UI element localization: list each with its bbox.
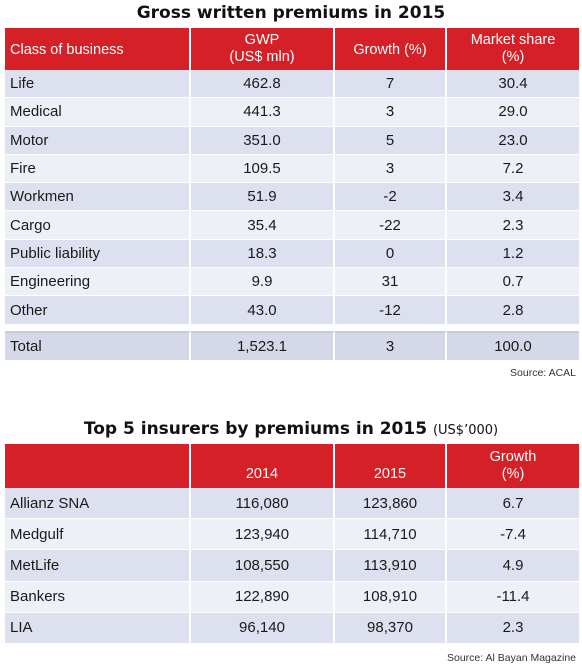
value-2014-cell: 123,940 [191,519,335,551]
header-gwp: GWP (US$ mln) [191,28,335,70]
table1-source: Source: ACAL [510,367,576,379]
insurer-cell: Bankers [5,581,191,613]
total-label: Total [5,330,191,361]
gwp-table: Class of business GWP (US$ mln) Growth (… [5,28,579,361]
growth-cell: 2.3 [447,612,579,644]
table2-source: Source: Al Bayan Magazine [447,652,576,664]
class-cell: Cargo [5,211,191,240]
growth-cell: 7 [335,70,447,99]
growth-cell: 3 [335,98,447,127]
class-cell: Fire [5,154,191,184]
table-row: MetLife 108,550 113,910 4.9 [5,550,579,582]
header-growth: Growth (%) [335,28,447,70]
table-row: Public liability 18.3 0 1.2 [5,239,579,269]
table-row: Allianz SNA 116,080 123,860 6.7 [5,488,579,520]
growth-cell: -11.4 [447,581,579,613]
growth-cell: 5 [335,126,447,155]
table-row: Bankers 122,890 108,910 -11.4 [5,581,579,613]
table-row: Fire 109.5 3 7.2 [5,154,579,184]
gwp-cell: 462.8 [191,70,335,99]
class-cell: Life [5,70,191,99]
gwp-cell: 109.5 [191,154,335,184]
header-share: Market share (%) [447,28,579,70]
value-2015-cell: 98,370 [335,612,447,644]
header-class: Class of business [5,28,191,70]
gwp-table-header: Class of business GWP (US$ mln) Growth (… [5,28,579,70]
growth-cell: -7.4 [447,519,579,551]
value-2015-cell: 114,710 [335,519,447,551]
share-cell: 2.3 [447,211,579,240]
total-gwp: 1,523.1 [191,330,335,361]
growth-cell: 4.9 [447,550,579,582]
share-cell: 2.8 [447,296,579,325]
header-blank [5,444,191,488]
table-row: Motor 351.0 5 23.0 [5,126,579,155]
table2-title: Top 5 insurers by premiums in 2015 (US$’… [83,419,499,439]
growth-cell: 31 [335,268,447,297]
class-cell: Other [5,296,191,325]
value-2014-cell: 116,080 [191,488,335,520]
gwp-cell: 43.0 [191,296,335,325]
share-cell: 1.2 [447,239,579,269]
growth-cell: 6.7 [447,488,579,520]
class-cell: Engineering [5,268,191,297]
table-row: LIA 96,140 98,370 2.3 [5,612,579,644]
class-cell: Medical [5,98,191,127]
table-row: Medical 441.3 3 29.0 [5,98,579,127]
table1-title: Gross written premiums in 2015 [136,3,446,23]
insurers-table: 2014 2015 Growth (%) Allianz SNA 116,080 1… [5,444,579,644]
insurer-cell: Medgulf [5,519,191,551]
class-cell: Motor [5,126,191,155]
table-row: Life 462.8 7 30.4 [5,70,579,99]
value-2015-cell: 123,860 [335,488,447,520]
gwp-cell: 441.3 [191,98,335,127]
table-row: Engineering 9.9 31 0.7 [5,268,579,297]
value-2015-cell: 113,910 [335,550,447,582]
spacer-row [5,324,579,331]
header-2014: 2014 [191,444,335,488]
share-cell: 23.0 [447,126,579,155]
growth-cell: -12 [335,296,447,325]
share-cell: 29.0 [447,98,579,127]
value-2015-cell: 108,910 [335,581,447,613]
header-growth2: Growth (%) [447,444,579,488]
total-row: Total 1,523.1 3 100.0 [5,330,579,361]
share-cell: 0.7 [447,268,579,297]
header-2015: 2015 [335,444,447,488]
gwp-cell: 18.3 [191,239,335,269]
gwp-cell: 351.0 [191,126,335,155]
gwp-cell: 51.9 [191,183,335,212]
table-row: Medgulf 123,940 114,710 -7.4 [5,519,579,551]
class-cell: Workmen [5,183,191,212]
total-share: 100.0 [447,330,579,361]
share-cell: 3.4 [447,183,579,212]
value-2014-cell: 96,140 [191,612,335,644]
gwp-cell: 9.9 [191,268,335,297]
table-row: Cargo 35.4 -22 2.3 [5,211,579,240]
growth-cell: 0 [335,239,447,269]
insurer-cell: MetLife [5,550,191,582]
growth-cell: -22 [335,211,447,240]
gwp-cell: 35.4 [191,211,335,240]
insurer-cell: LIA [5,612,191,644]
table-row: Other 43.0 -12 2.8 [5,296,579,325]
table-row: Workmen 51.9 -2 3.4 [5,183,579,212]
growth-cell: -2 [335,183,447,212]
table2-unit: (US$’000) [432,423,499,438]
growth-cell: 3 [335,154,447,184]
insurers-table-header: 2014 2015 Growth (%) [5,444,579,488]
value-2014-cell: 108,550 [191,550,335,582]
insurer-cell: Allianz SNA [5,488,191,520]
share-cell: 30.4 [447,70,579,99]
total-growth: 3 [335,330,447,361]
class-cell: Public liability [5,239,191,269]
value-2014-cell: 122,890 [191,581,335,613]
share-cell: 7.2 [447,154,579,184]
